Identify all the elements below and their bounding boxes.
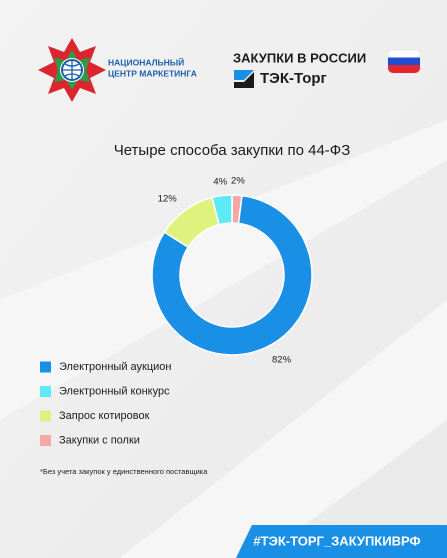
value-label: 82% [272,355,292,366]
legend-label: Запрос котировок [59,410,150,422]
legend-label: Электронный конкурс [59,385,170,397]
bg-shape [120,300,447,558]
donut: 2% 82% 12% 4% [151,176,313,366]
legend-label: Электронный аукцион [59,361,172,373]
chart-title: Четыре способа закупки по 44-ФЗ [114,142,351,159]
legend-swatch [40,410,51,422]
donut-slice [211,194,233,226]
org-name: ЦЕНТР МАРКЕТИНГА [108,68,197,78]
brand-icon [234,70,254,88]
value-label: 12% [158,193,178,204]
footnote: *Без учета закупок у единственного поста… [40,467,208,476]
legend-swatch [40,435,51,446]
hashtag-banner [236,525,447,558]
tagline: ЗАКУПКИ В РОССИИ [233,50,366,65]
org-name: НАЦИОНАЛЬНЫЙ [108,56,184,67]
legend-swatch [40,386,51,397]
hashtag: #ТЭК-ТОРГ_ЗАКУПКИВРФ [253,533,420,548]
legend-label: Закупки с полки [59,434,140,446]
value-label: 4% [213,176,227,187]
legend-swatch [40,361,51,373]
legend: Электронный аукцион Электронный конкурс За… [40,361,172,446]
brand: ТЭК-Торг [260,70,327,87]
flag [387,49,421,74]
org-logo [38,38,106,102]
donut-slice [151,194,313,356]
value-label: 2% [231,176,245,187]
bg-shape [0,120,447,420]
